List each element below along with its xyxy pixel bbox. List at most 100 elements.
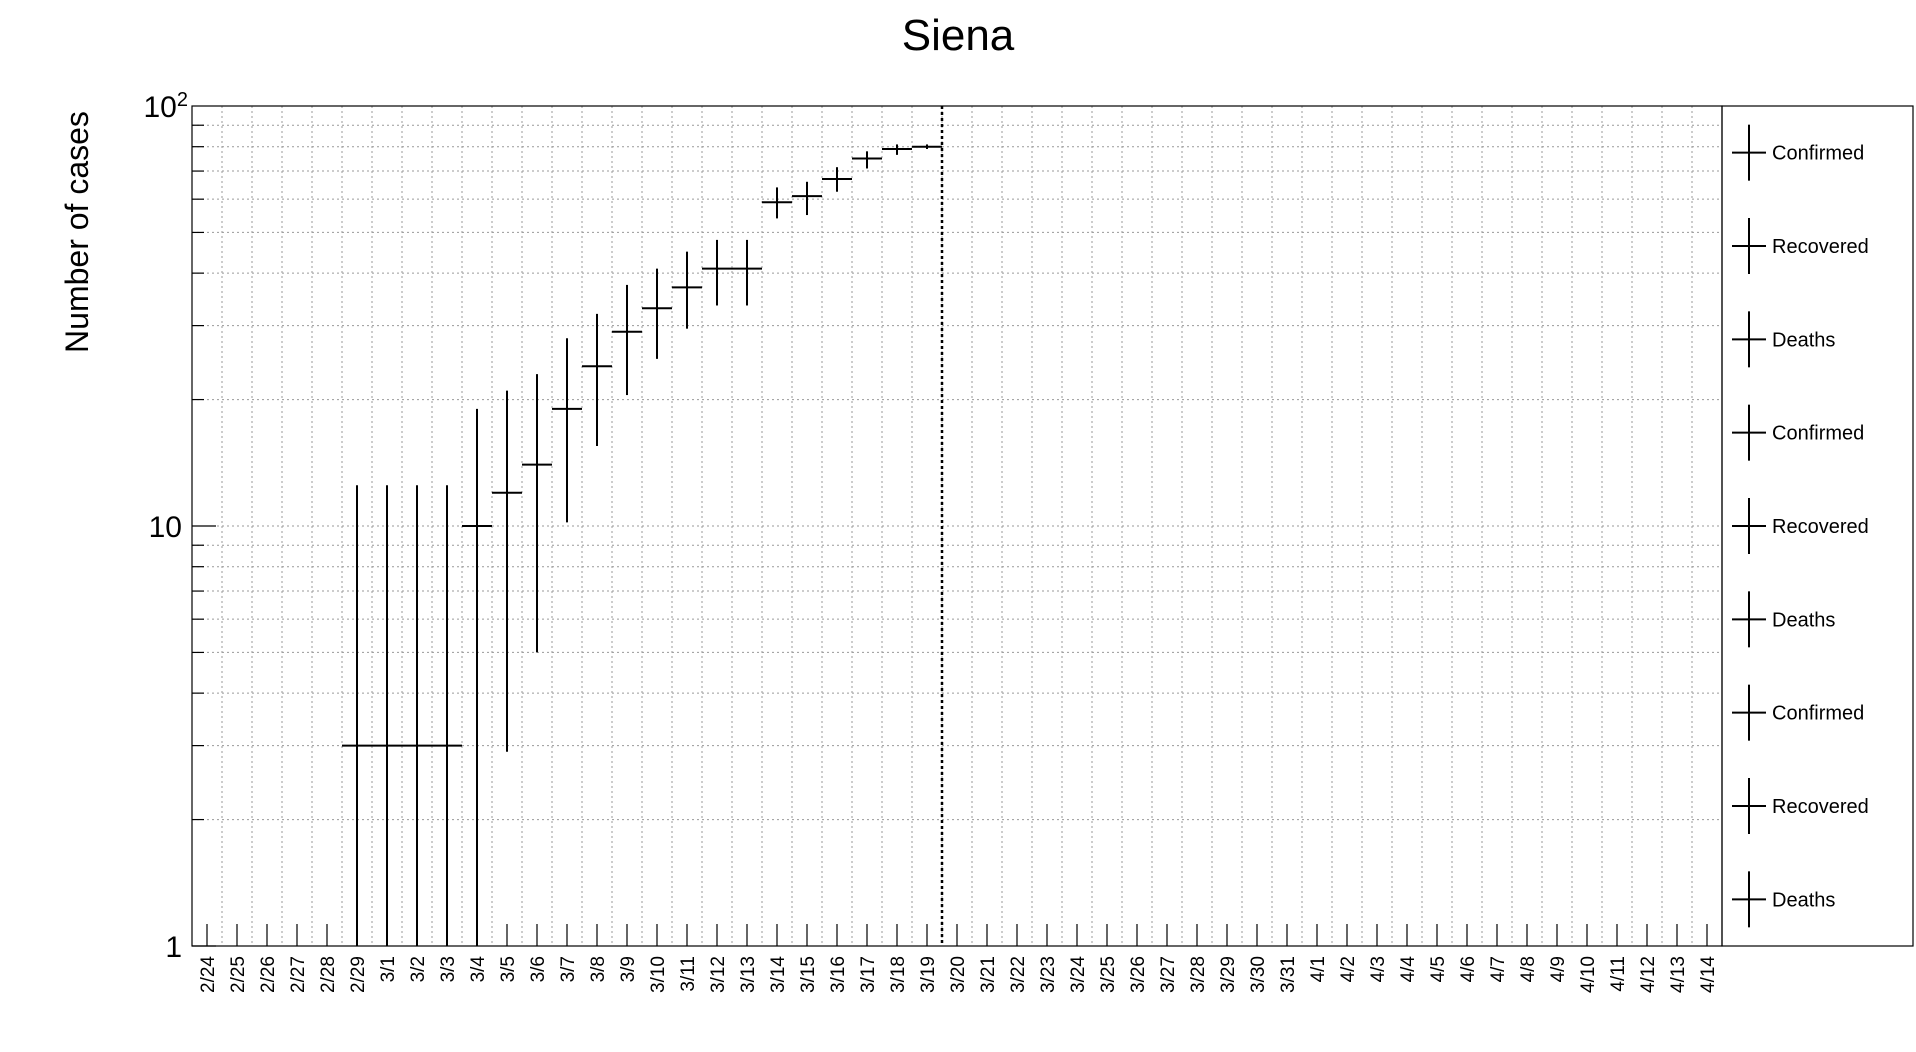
- x-tick-label: 4/9: [1548, 956, 1569, 982]
- x-tick-label: 3/25: [1098, 956, 1119, 993]
- x-tick-label: 2/27: [288, 956, 309, 993]
- legend-entry: Deaths: [1732, 871, 1835, 928]
- data-point-3-1: [372, 485, 402, 946]
- chart-title: Siena: [902, 11, 1015, 60]
- x-tick-label: 3/17: [858, 956, 879, 993]
- data-point-3-5: [492, 390, 522, 752]
- data-point-3-13: [732, 239, 762, 306]
- legend-entry: Confirmed: [1732, 124, 1864, 181]
- data-point-3-11: [672, 251, 702, 329]
- data-point-3-12: [702, 239, 732, 306]
- x-tick-label: 2/26: [258, 956, 279, 993]
- data-point-2-29: [342, 485, 372, 946]
- x-tick-label: 3/13: [738, 956, 759, 993]
- x-tick-label: 3/9: [618, 956, 639, 982]
- x-tick-label: 3/4: [468, 956, 489, 983]
- x-tick-label: 3/31: [1278, 956, 1299, 993]
- legend-entry: Confirmed: [1732, 684, 1864, 741]
- x-tick-label: 3/26: [1128, 956, 1149, 993]
- legend-label: Confirmed: [1772, 703, 1864, 725]
- data-point-3-9: [612, 284, 642, 396]
- x-axis-ticks: 2/24 2/25 2/26 2/27 2/28 2/29 3/1 3/2 3/3 3/4 3/5 3…: [198, 924, 1719, 993]
- grid-lines: [191, 106, 1722, 946]
- x-tick-label: 3/18: [888, 956, 909, 993]
- y-tick-label: 1: [165, 931, 182, 964]
- x-tick-label: 3/10: [648, 956, 669, 993]
- x-tick-label: 4/6: [1458, 956, 1479, 982]
- x-tick-label: 3/5: [498, 956, 519, 982]
- legend-label: Deaths: [1772, 889, 1835, 911]
- x-tick-label: 2/25: [228, 956, 249, 993]
- data-point-3-18: [882, 144, 912, 155]
- legend-label: Confirmed: [1772, 423, 1864, 445]
- x-tick-label: 4/2: [1338, 956, 1359, 982]
- x-tick-label: 3/15: [798, 956, 819, 993]
- x-tick-label: 3/29: [1218, 956, 1239, 993]
- x-tick-label: 4/10: [1578, 956, 1599, 993]
- legend-entry: Recovered: [1732, 778, 1869, 834]
- data-point-3-15: [792, 181, 822, 216]
- x-tick-label: 2/29: [348, 956, 369, 993]
- x-tick-label: 4/7: [1488, 956, 1509, 982]
- data-point-3-8: [582, 313, 612, 447]
- y-axis-label: Number of cases: [59, 111, 95, 353]
- x-tick-label: 3/27: [1158, 956, 1179, 993]
- legend-label: Recovered: [1772, 236, 1869, 258]
- x-tick-label: 3/11: [678, 956, 699, 992]
- x-tick-label: 3/21: [978, 956, 999, 993]
- x-tick-label: 3/7: [558, 956, 579, 982]
- data-point-3-17: [852, 151, 882, 169]
- legend-label: Deaths: [1772, 609, 1835, 631]
- x-tick-label: 4/1: [1308, 956, 1329, 982]
- x-tick-label: 3/19: [918, 956, 939, 993]
- legend-entry: Recovered: [1732, 218, 1869, 274]
- x-tick-label: 3/24: [1068, 956, 1089, 993]
- data-point-3-10: [642, 268, 672, 359]
- x-tick-label: 3/23: [1038, 956, 1059, 993]
- data-point-3-4: [462, 408, 492, 946]
- legend-entries: Confirmed Recovered Deaths Confirmed Recover…: [1732, 124, 1869, 928]
- x-tick-label: 3/3: [438, 956, 459, 982]
- data-marks: [342, 144, 942, 946]
- data-point-3-14: [762, 187, 792, 219]
- legend-box: [1721, 105, 1914, 947]
- x-tick-label: 4/13: [1668, 956, 1689, 993]
- legend-entry: Recovered: [1732, 498, 1869, 554]
- x-tick-label: 3/30: [1248, 956, 1269, 993]
- x-tick-label: 4/5: [1428, 956, 1449, 982]
- x-tick-label: 3/22: [1008, 956, 1029, 993]
- x-tick-label: 4/11: [1608, 956, 1629, 992]
- x-tick-label: 3/28: [1188, 956, 1209, 993]
- x-tick-label: 2/28: [318, 956, 339, 993]
- x-tick-label: 3/20: [948, 956, 969, 993]
- data-point-3-7: [552, 338, 582, 523]
- data-point-3-3: [432, 485, 462, 946]
- x-tick-label: 3/12: [708, 956, 729, 993]
- data-point-3-2: [402, 485, 432, 946]
- x-tick-label: 3/1: [378, 956, 399, 982]
- x-tick-label: 4/12: [1638, 956, 1659, 993]
- y-axis-ticks: 1 10 102: [144, 89, 216, 964]
- x-tick-label: 4/4: [1398, 956, 1419, 983]
- data-point-3-19: [912, 144, 942, 149]
- x-tick-label: 4/14: [1698, 956, 1719, 993]
- legend-label: Recovered: [1772, 796, 1869, 818]
- x-tick-label: 3/16: [828, 956, 849, 993]
- x-tick-label: 3/6: [528, 956, 549, 982]
- legend-label: Confirmed: [1772, 143, 1864, 165]
- x-tick-label: 3/14: [768, 956, 789, 993]
- x-tick-label: 4/3: [1368, 956, 1389, 982]
- legend-label: Deaths: [1772, 329, 1835, 351]
- legend-entry: Confirmed: [1732, 404, 1864, 461]
- legend-entry: Deaths: [1732, 591, 1835, 648]
- legend-label: Recovered: [1772, 516, 1869, 538]
- y-tick-label: 10: [149, 511, 182, 544]
- x-tick-label: 2/24: [198, 956, 219, 993]
- y-tick-label: 102: [144, 89, 189, 124]
- data-point-3-6: [522, 374, 552, 653]
- legend-entry: Deaths: [1732, 311, 1835, 368]
- data-point-3-16: [822, 167, 852, 192]
- x-tick-label: 4/8: [1518, 956, 1539, 982]
- x-tick-label: 3/8: [588, 956, 609, 982]
